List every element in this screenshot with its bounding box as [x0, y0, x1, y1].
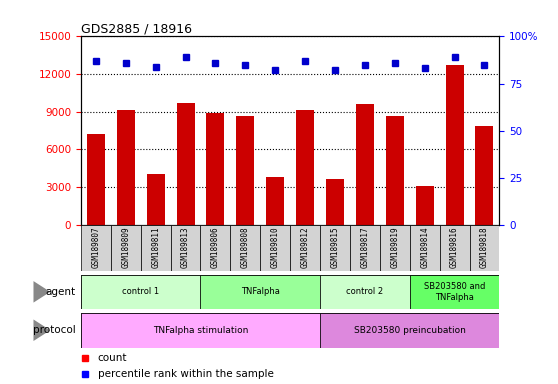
Bar — [469, 225, 499, 271]
Bar — [206, 113, 224, 225]
Text: GSM189816: GSM189816 — [450, 227, 459, 268]
Polygon shape — [33, 281, 50, 303]
Bar — [475, 126, 493, 225]
Text: GSM189817: GSM189817 — [360, 227, 369, 268]
Bar — [81, 313, 320, 348]
Bar — [386, 116, 404, 225]
Text: GSM189808: GSM189808 — [241, 227, 250, 268]
Text: GSM189809: GSM189809 — [121, 227, 130, 268]
Bar — [260, 225, 290, 271]
Bar — [266, 177, 284, 225]
Text: GSM189814: GSM189814 — [420, 227, 429, 268]
Bar — [141, 225, 171, 271]
Text: GSM189807: GSM189807 — [92, 227, 100, 268]
Text: percentile rank within the sample: percentile rank within the sample — [98, 369, 273, 379]
Bar — [320, 225, 350, 271]
Text: GDS2885 / 18916: GDS2885 / 18916 — [81, 22, 192, 35]
Bar — [200, 275, 320, 309]
Text: GSM189818: GSM189818 — [480, 227, 489, 268]
Text: TNFalpha stimulation: TNFalpha stimulation — [153, 326, 248, 335]
Text: count: count — [98, 353, 127, 363]
Bar — [81, 225, 111, 271]
Bar — [200, 225, 230, 271]
Bar — [230, 225, 260, 271]
Text: GSM189815: GSM189815 — [330, 227, 339, 268]
Text: protocol: protocol — [32, 325, 75, 335]
Bar — [171, 225, 200, 271]
Polygon shape — [33, 319, 50, 341]
Bar — [296, 111, 314, 225]
Text: TNFalpha: TNFalpha — [241, 287, 280, 296]
Text: control 1: control 1 — [122, 287, 159, 296]
Bar — [147, 174, 165, 225]
Bar — [290, 225, 320, 271]
Text: GSM189811: GSM189811 — [151, 227, 160, 268]
Text: GSM189819: GSM189819 — [390, 227, 400, 268]
Bar — [446, 65, 464, 225]
Bar — [111, 225, 141, 271]
Bar — [350, 225, 380, 271]
Text: GSM189812: GSM189812 — [301, 227, 310, 268]
Bar — [320, 275, 410, 309]
Bar — [410, 225, 440, 271]
Bar — [176, 103, 195, 225]
Bar — [237, 116, 254, 225]
Bar — [81, 275, 200, 309]
Text: agent: agent — [45, 287, 75, 297]
Bar — [410, 275, 499, 309]
Bar — [117, 111, 134, 225]
Bar — [440, 225, 469, 271]
Text: GSM189813: GSM189813 — [181, 227, 190, 268]
Text: GSM189806: GSM189806 — [211, 227, 220, 268]
Bar — [380, 225, 410, 271]
Text: SB203580 and
TNFalpha: SB203580 and TNFalpha — [424, 282, 485, 301]
Bar — [416, 186, 434, 225]
Bar — [87, 134, 105, 225]
Text: SB203580 preincubation: SB203580 preincubation — [354, 326, 466, 335]
Bar — [356, 104, 374, 225]
Text: control 2: control 2 — [347, 287, 383, 296]
Text: GSM189810: GSM189810 — [271, 227, 280, 268]
Bar — [320, 313, 499, 348]
Bar — [326, 179, 344, 225]
